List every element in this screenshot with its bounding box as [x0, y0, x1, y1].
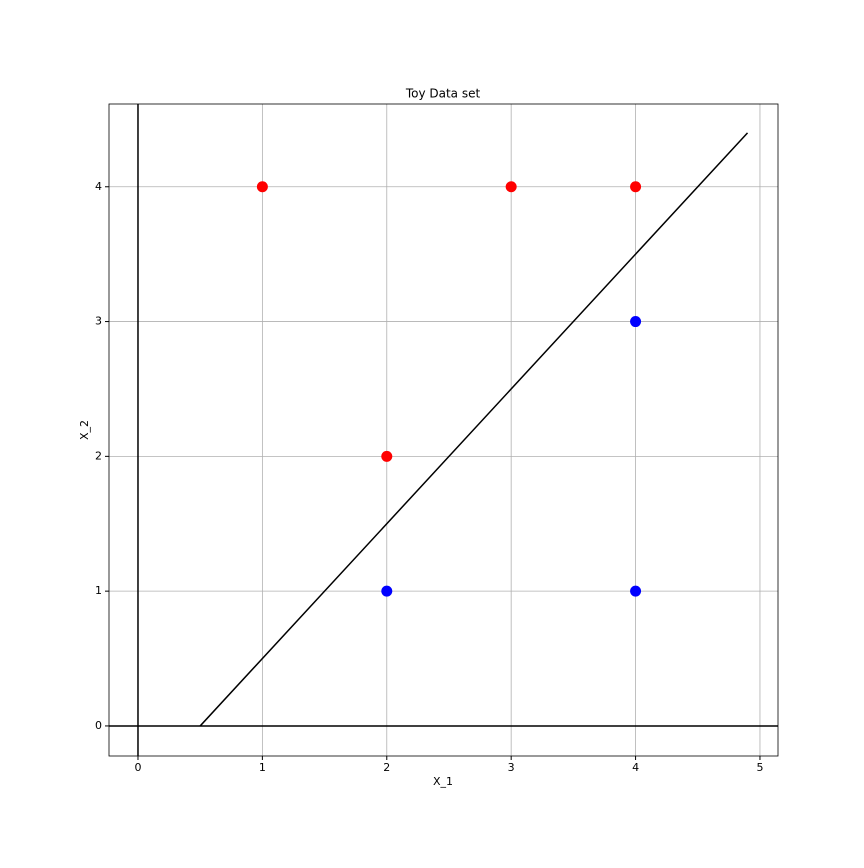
y-tick-label: 3	[95, 315, 102, 328]
x-tick-label: 5	[756, 761, 763, 774]
x-tick-label: 1	[259, 761, 266, 774]
point	[505, 181, 517, 193]
y-tick-label: 1	[95, 584, 102, 597]
plot-frame	[108, 103, 779, 757]
x-axis-label: X_1	[433, 775, 453, 788]
point	[630, 181, 642, 193]
point	[630, 585, 642, 597]
y-axis-label: X_2	[78, 420, 91, 440]
x-tick-label: 2	[383, 761, 390, 774]
y-tick-label: 4	[95, 180, 102, 193]
x-tick-label: 4	[632, 761, 639, 774]
y-tick-label: 2	[95, 449, 102, 462]
point	[256, 181, 268, 193]
x-tick-label: 0	[134, 761, 141, 774]
point	[381, 585, 393, 597]
point	[630, 316, 642, 328]
y-tick-label: 0	[95, 719, 102, 732]
point	[381, 450, 393, 462]
x-tick-label: 3	[508, 761, 515, 774]
boundary-line	[199, 132, 749, 727]
chart-title: Toy Data set	[405, 87, 481, 101]
